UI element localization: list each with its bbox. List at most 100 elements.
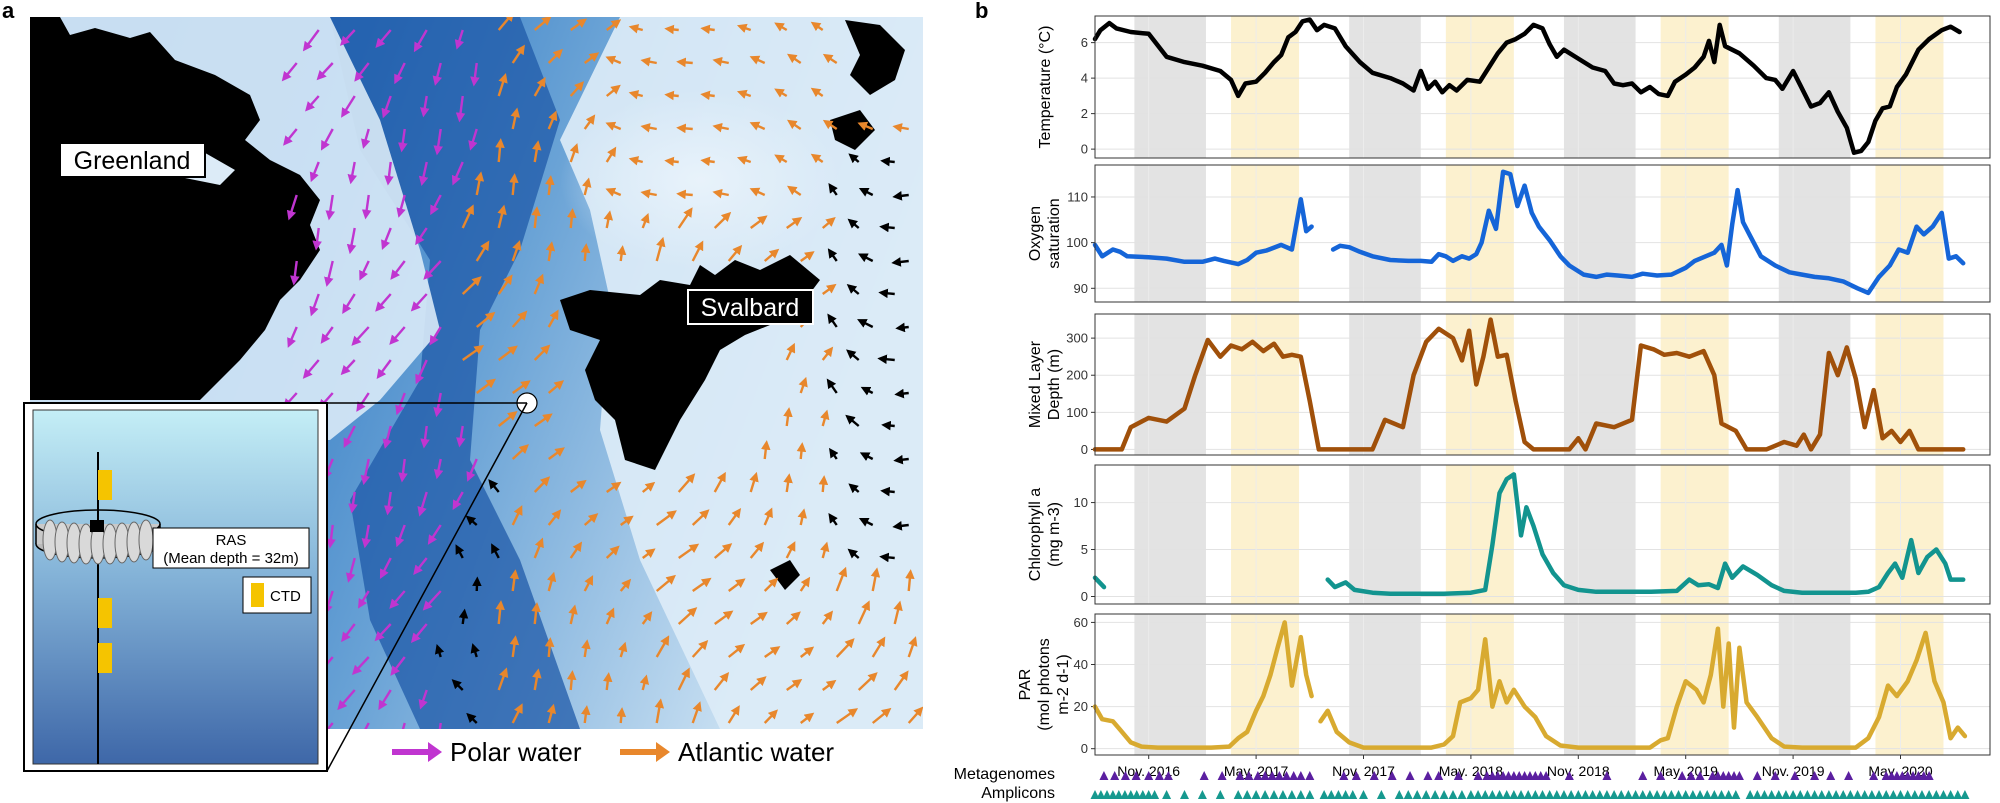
current-arrow-109 (677, 207, 693, 229)
ctd-sensor-2 (98, 598, 112, 628)
current-arrow-268 (374, 623, 392, 642)
sample-marker-0-14 (1274, 771, 1284, 780)
sample-marker-0-21 (1369, 771, 1379, 780)
sample-marker-1-96 (1881, 790, 1891, 799)
current-arrow-208 (606, 481, 622, 493)
current-arrow-12 (736, 23, 752, 33)
current-arrow-111 (750, 215, 768, 229)
sample-marker-1-84 (1795, 790, 1805, 799)
current-arrow-212 (749, 471, 759, 493)
current-arrow-30 (822, 53, 838, 65)
par-winter-shade-3 (1778, 614, 1851, 755)
map-panel (30, 17, 923, 729)
sample-marker-0-9 (1235, 771, 1245, 780)
current-arrow-85 (430, 194, 442, 216)
current-arrow-312 (786, 678, 803, 691)
sample-marker-1-102 (1924, 790, 1934, 799)
current-arrow-11 (700, 24, 715, 35)
temperature-ylabel-line-0: Temperature (°C) (1037, 26, 1054, 149)
sample-marker-1-73 (1709, 790, 1719, 799)
current-arrow-31 (305, 95, 320, 112)
chlorophyll-series-line-1 (1325, 472, 1966, 596)
sample-marker-1-68 (1674, 790, 1684, 799)
sample-marker-1-95 (1874, 790, 1884, 799)
current-arrow-226 (656, 510, 677, 526)
ras-depth-label: (Mean depth = 32m) (163, 550, 299, 567)
current-arrow-239 (533, 537, 544, 559)
sample-marker-1-101 (1917, 790, 1927, 799)
sample-marker-1-34 (1421, 790, 1431, 799)
ctd-sensor-3 (98, 643, 112, 673)
oxygen-ylabel: Oxygen saturation (1027, 198, 1063, 268)
mld-ylabel-line-0: Mixed Layer (1027, 340, 1044, 428)
par-summer-shade-3 (1875, 614, 1944, 755)
current-arrow-316 (326, 722, 334, 729)
sample-marker-1-10 (1150, 790, 1160, 799)
oxygen-summer-shade-3 (1875, 165, 1944, 302)
sample-marker-1-37 (1448, 790, 1458, 799)
sample-marker-1-98 (1896, 790, 1905, 799)
current-arrow-36 (497, 73, 508, 97)
current-arrow-74 (664, 156, 679, 167)
current-arrow-44 (774, 88, 788, 98)
current-arrow-304 (497, 667, 509, 691)
current-arrow-179 (343, 425, 356, 449)
current-arrow-289 (544, 637, 555, 658)
current-arrow-84 (396, 194, 406, 218)
current-arrow-216 (880, 486, 895, 497)
sample-track-1: Amplicons (981, 785, 1970, 802)
sample-marker-1-49 (1538, 790, 1547, 799)
sample-marker-1-57 (1595, 790, 1605, 799)
current-arrow-107 (603, 210, 614, 229)
sample-marker-1-87 (1817, 790, 1827, 799)
sample-marker-1-45 (1509, 790, 1519, 799)
sample-marker-1-90 (1838, 790, 1848, 799)
sample-marker-1-82 (1781, 790, 1791, 799)
sample-marker-1-53 (1566, 790, 1576, 799)
current-arrow-187 (845, 414, 860, 427)
current-arrow-219 (395, 524, 406, 548)
current-arrow-13 (774, 22, 788, 32)
current-arrow-161 (498, 345, 518, 361)
current-arrow-236 (413, 557, 428, 576)
current-arrow-286 (434, 644, 445, 658)
current-arrow-92 (676, 189, 693, 200)
sample-marker-0-45 (1686, 771, 1696, 780)
current-arrow-228 (727, 507, 742, 526)
mld-ytick-label-0: 0 (1081, 442, 1088, 457)
current-arrow-128 (727, 244, 743, 262)
current-arrow-103 (461, 204, 474, 229)
mld-ylabel: Mixed Layer Depth (m) (1027, 340, 1063, 428)
sample-marker-1-59 (1609, 790, 1619, 799)
sample-marker-1-42 (1487, 790, 1497, 799)
sample-marker-0-52 (1734, 771, 1744, 780)
current-arrow-40 (628, 90, 644, 100)
temperature-winter-shade-3 (1778, 16, 1851, 158)
chlorophyll-winter-shade-3 (1778, 465, 1851, 604)
current-arrow-215 (848, 483, 860, 494)
chlorophyll-winter-shade-1 (1349, 465, 1421, 604)
current-arrow-43 (736, 89, 752, 99)
current-arrow-300 (337, 689, 356, 711)
current-arrow-134 (309, 293, 320, 317)
par-ytick-label-0: 0 (1081, 741, 1088, 756)
current-arrow-174 (547, 380, 565, 394)
current-arrow-25 (640, 57, 657, 67)
sample-marker-1-94 (1867, 790, 1877, 799)
sample-marker-0-0 (1099, 771, 1109, 780)
current-arrow-217 (326, 524, 336, 549)
sample-marker-1-12 (1180, 790, 1189, 799)
current-arrow-70 (532, 140, 542, 163)
sample-marker-1-16 (1242, 790, 1252, 799)
current-arrow-57 (676, 123, 693, 134)
current-arrow-67 (418, 161, 429, 187)
current-arrow-0 (302, 29, 320, 52)
current-arrow-50 (433, 128, 443, 156)
chlorophyll-series-line-0 (1092, 575, 1107, 590)
current-arrow-184 (534, 413, 553, 427)
sample-marker-0-27 (1473, 771, 1483, 780)
bear-island (770, 560, 800, 590)
current-arrow-59 (749, 121, 766, 131)
sample-marker-1-7 (1132, 790, 1142, 799)
